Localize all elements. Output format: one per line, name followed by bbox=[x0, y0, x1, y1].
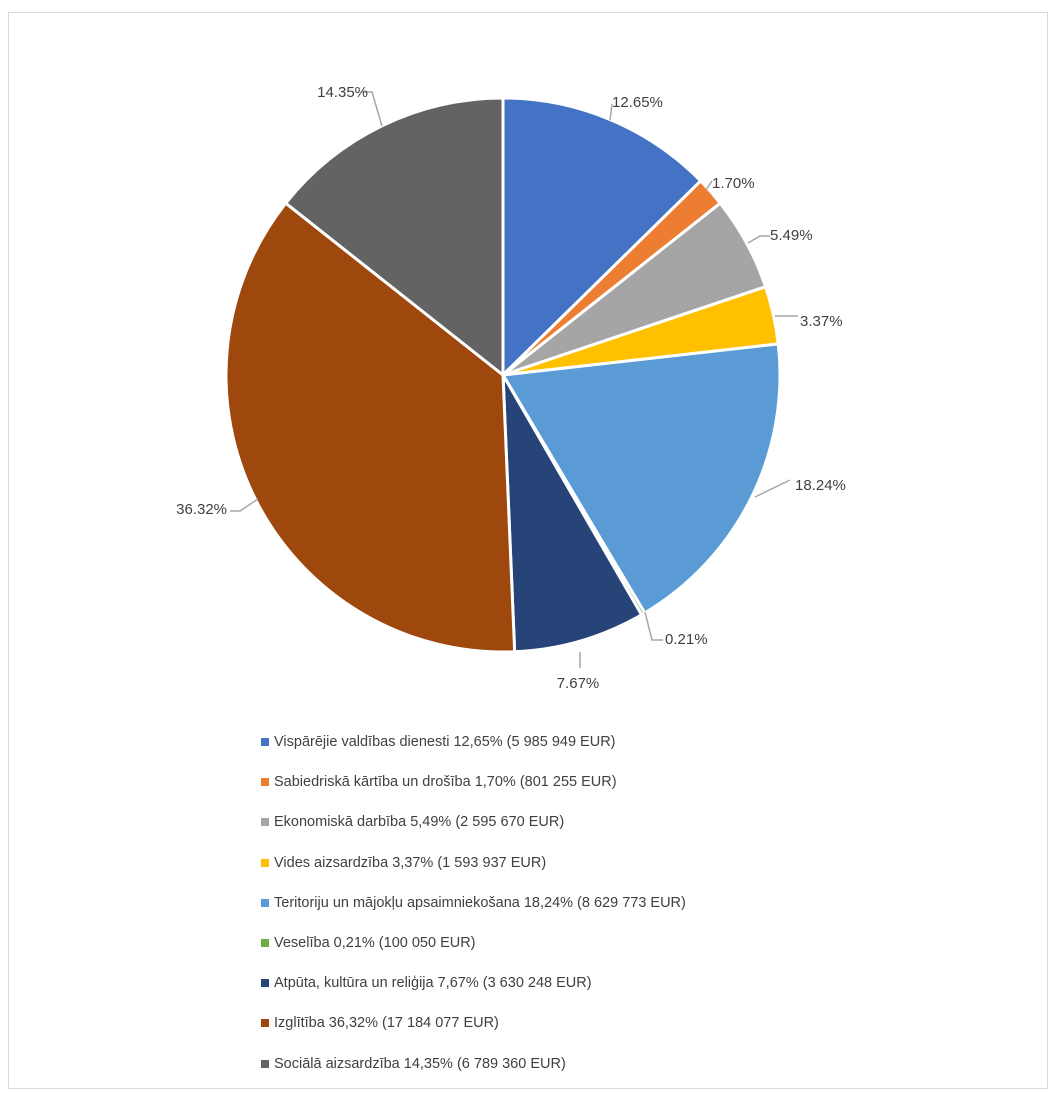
legend-swatch bbox=[261, 898, 269, 907]
legend-item: Atpūta, kultūra un reliģija 7,67% (3 630… bbox=[261, 963, 686, 1003]
legend-swatch bbox=[261, 818, 269, 827]
legend-label: Vides aizsardzība 3,37% (1 593 937 EUR) bbox=[274, 854, 547, 871]
legend-item: Vides aizsardzība 3,37% (1 593 937 EUR) bbox=[261, 843, 686, 883]
leader-line bbox=[754, 479, 791, 498]
legend-swatch bbox=[261, 778, 269, 787]
legend-swatch bbox=[261, 738, 269, 747]
legend-item: Sociālā aizsardzība 14,35% (6 789 360 EU… bbox=[261, 1044, 686, 1084]
data-label: 1.70% bbox=[712, 175, 755, 192]
legend-item: Veselība 0,21% (100 050 EUR) bbox=[261, 923, 686, 963]
legend-swatch bbox=[261, 979, 269, 988]
legend-item: Sabiedriskā kārtība un drošība 1,70% (80… bbox=[261, 762, 686, 802]
legend-swatch bbox=[261, 939, 269, 948]
leader-line bbox=[644, 611, 663, 641]
chart-frame bbox=[8, 12, 1048, 1089]
data-label: 0.21% bbox=[665, 631, 708, 648]
legend-label: Vispārējie valdības dienesti 12,65% (5 9… bbox=[274, 734, 616, 751]
leader-line bbox=[747, 235, 770, 244]
leader-line bbox=[609, 103, 613, 121]
data-label: 36.32% bbox=[176, 501, 227, 518]
pie-slice bbox=[501, 374, 644, 654]
data-label: 7.67% bbox=[557, 675, 600, 692]
legend-swatch bbox=[261, 858, 269, 867]
data-label: 14.35% bbox=[317, 84, 368, 101]
legend-label: Veselība 0,21% (100 050 EUR) bbox=[274, 935, 476, 952]
legend-swatch bbox=[261, 1019, 269, 1028]
pie-chart: 12.65% 1.70% 5.49% 3.37% 18.24% 0.21% 7.67% 36.… bbox=[176, 84, 846, 692]
legend-label: Sabiedriskā kārtība un drošība 1,70% (80… bbox=[274, 774, 617, 791]
legend-label: Sociālā aizsardzība 14,35% (6 789 360 EU… bbox=[274, 1055, 566, 1072]
legend-label: Teritoriju un mājokļu apsaimniekošana 18… bbox=[274, 894, 686, 911]
legend-item: Vispārējie valdības dienesti 12,65% (5 9… bbox=[261, 722, 686, 762]
leader-line bbox=[230, 498, 259, 512]
legend-label: Izglītība 36,32% (17 184 077 EUR) bbox=[274, 1015, 499, 1032]
legend: Vispārējie valdības dienesti 12,65% (5 9… bbox=[261, 722, 686, 1084]
data-label: 3.37% bbox=[800, 313, 843, 330]
legend-label: Ekonomiskā darbība 5,49% (2 595 670 EUR) bbox=[274, 814, 565, 831]
pie-slice bbox=[500, 342, 782, 616]
leader-line bbox=[362, 91, 383, 127]
data-label: 18.24% bbox=[795, 477, 846, 494]
legend-swatch bbox=[261, 1059, 269, 1068]
data-label: 5.49% bbox=[770, 227, 813, 244]
legend-item: Izglītība 36,32% (17 184 077 EUR) bbox=[261, 1003, 686, 1043]
leader-line bbox=[705, 180, 713, 191]
legend-item: Ekonomiskā darbība 5,49% (2 595 670 EUR) bbox=[261, 802, 686, 842]
legend-label: Atpūta, kultūra un reliģija 7,67% (3 630… bbox=[274, 975, 592, 992]
legend-item: Teritoriju un mājokļu apsaimniekošana 18… bbox=[261, 883, 686, 923]
data-label: 12.65% bbox=[612, 94, 663, 111]
